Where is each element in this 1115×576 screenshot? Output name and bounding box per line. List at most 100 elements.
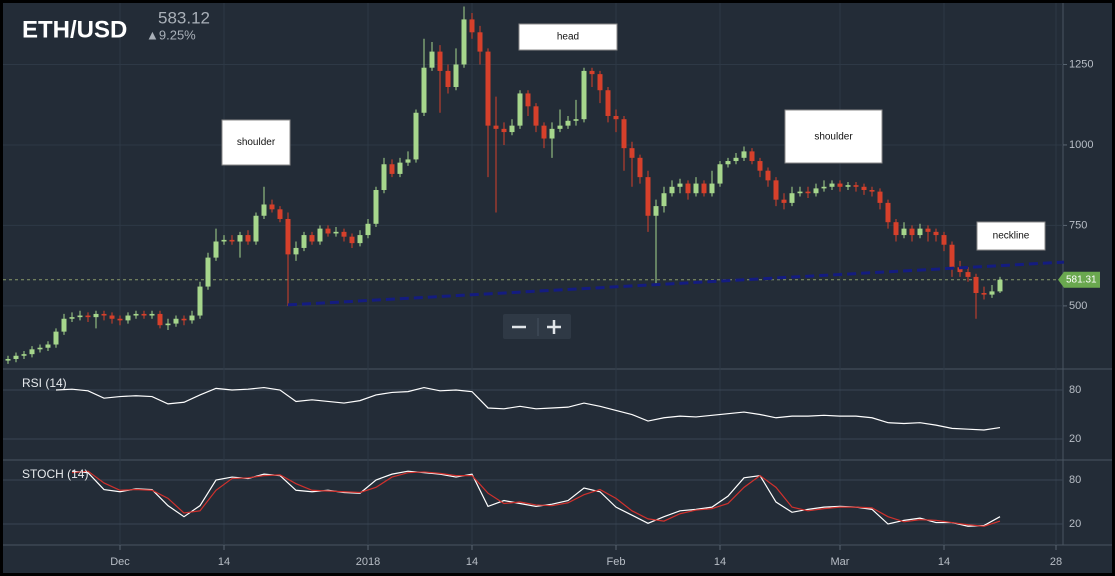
indicator-line (55, 386, 1001, 431)
candle-body (749, 151, 755, 162)
candle-body (797, 191, 803, 194)
candle-body (645, 177, 651, 216)
candle-body (901, 228, 907, 236)
y-tick-label: 750 (1069, 219, 1087, 231)
candle-body (309, 235, 315, 242)
candle-body (997, 279, 1003, 292)
candle-body (469, 19, 475, 33)
candle-body (845, 185, 851, 187)
x-tick-label: 14 (218, 556, 230, 568)
candle-body (229, 239, 235, 242)
candle-body (125, 315, 131, 321)
panel-title: STOCH (14) (22, 467, 88, 481)
x-tick-label: Feb (607, 556, 626, 568)
candle-body (717, 164, 723, 184)
candle-body (493, 125, 499, 129)
candle-body (909, 228, 915, 236)
annotation-box (518, 23, 618, 51)
panel-title: RSI (14) (22, 376, 67, 390)
candle-body (701, 183, 707, 194)
candle-body (477, 32, 483, 52)
candle-body (637, 157, 643, 178)
candle-body (421, 67, 427, 113)
candle-body (773, 180, 779, 200)
annotation: shoulder (237, 137, 276, 148)
last-price-label: 581.31 (1066, 274, 1097, 285)
annotation: neckline (993, 231, 1030, 242)
candle-body (925, 228, 931, 232)
candle-body (981, 293, 987, 295)
y-tick-label: 80 (1069, 474, 1081, 486)
candle-body (445, 70, 451, 88)
candle-body (597, 74, 603, 91)
candle-body (869, 190, 875, 192)
candle-body (173, 318, 179, 324)
annotation-box (784, 109, 883, 164)
y-tick-label: 500 (1069, 300, 1087, 312)
candle-body (989, 291, 995, 295)
candle-body (501, 128, 507, 133)
symbol: ETH/USD (22, 16, 127, 43)
candle-body (29, 349, 35, 355)
candle-body (877, 191, 883, 203)
candle-body (101, 313, 107, 316)
candle-body (949, 244, 955, 268)
candle-body (933, 231, 939, 236)
candle-body (285, 218, 291, 255)
candle-body (277, 209, 283, 219)
candle-body (685, 183, 691, 194)
plot-area (3, 3, 1067, 550)
candle-body (581, 70, 587, 120)
candle-body (853, 185, 859, 187)
annotation: head (557, 32, 579, 43)
y-tick-label: 20 (1069, 518, 1081, 530)
candle-body (613, 115, 619, 120)
candle-body (589, 70, 595, 75)
y-tick-label: 1250 (1069, 58, 1093, 70)
candle-body (357, 235, 363, 244)
x-tick-label: Mar (831, 556, 850, 568)
candle-body (813, 188, 819, 194)
candle-body (5, 358, 11, 361)
candle-body (437, 51, 443, 71)
candle-body (21, 354, 27, 356)
candle-body (261, 204, 267, 216)
candle-body (45, 344, 51, 348)
candle-body (573, 119, 579, 121)
candle-body (53, 331, 59, 345)
candle-body (205, 257, 211, 287)
candle-body (677, 183, 683, 187)
candle-body (861, 186, 867, 191)
candle-body (829, 183, 835, 187)
y-tick-label: 1000 (1069, 139, 1093, 151)
candle-body (941, 235, 947, 245)
candle-body (333, 231, 339, 234)
x-tick-label: 14 (938, 556, 950, 568)
candle-body (893, 222, 899, 236)
candle-body (693, 183, 699, 194)
candle-body (197, 286, 203, 316)
candle-body (725, 161, 731, 165)
x-tick-label: Dec (110, 556, 130, 568)
candle-body (77, 315, 83, 318)
candle-body (973, 276, 979, 294)
neckline (287, 260, 1065, 307)
candle-body (181, 318, 187, 321)
candle-body (109, 315, 115, 319)
candle-body (237, 235, 243, 242)
candle-body (541, 125, 547, 139)
candle-body (389, 164, 395, 174)
indicator-line (71, 470, 1001, 527)
candle-body (765, 170, 771, 181)
x-tick-label: 28 (1050, 556, 1062, 568)
candle-body (917, 228, 923, 236)
candle-body (165, 323, 171, 326)
last-price-tag (1058, 271, 1100, 288)
candle-body (325, 228, 331, 234)
candle-body (837, 183, 843, 187)
candle-body (565, 120, 571, 126)
candle-body (669, 186, 675, 194)
candle-body (629, 148, 635, 158)
candle-body (141, 313, 147, 316)
